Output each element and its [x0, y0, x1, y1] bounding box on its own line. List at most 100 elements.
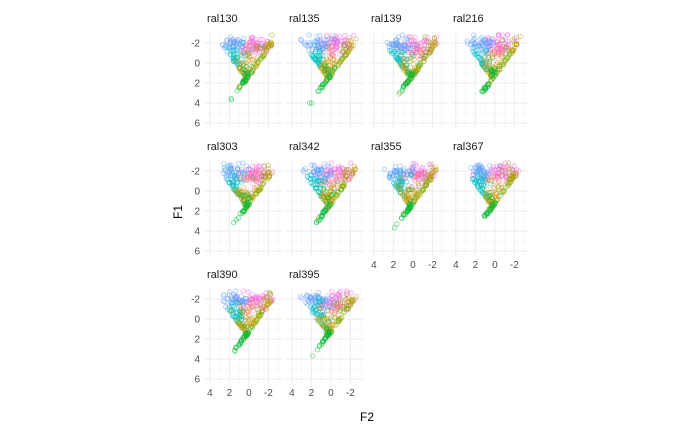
data-point	[321, 186, 327, 192]
data-point	[505, 38, 511, 44]
data-point	[404, 37, 410, 44]
data-point	[265, 165, 271, 171]
data-point	[495, 196, 501, 202]
data-point	[319, 321, 325, 327]
data-point	[236, 161, 242, 167]
data-point	[493, 190, 499, 196]
data-point	[513, 173, 519, 179]
data-point	[488, 36, 495, 42]
data-point	[388, 41, 394, 47]
data-point	[343, 291, 350, 297]
data-point	[250, 57, 256, 63]
data-point	[416, 61, 422, 68]
data-point	[404, 207, 410, 214]
data-point	[236, 342, 242, 348]
data-point	[242, 330, 248, 336]
data-point	[239, 323, 245, 329]
data-point	[253, 176, 259, 182]
data-point	[422, 170, 429, 176]
y-tick-label: 2	[194, 79, 200, 90]
data-point	[414, 194, 420, 200]
data-point	[337, 296, 343, 302]
y-tick-label: 6	[194, 119, 200, 130]
panel-label: ral355	[371, 141, 402, 153]
data-point	[335, 189, 341, 195]
data-point	[318, 190, 324, 196]
data-point	[491, 65, 498, 71]
data-point	[320, 311, 327, 317]
data-point	[344, 288, 350, 294]
data-point	[255, 306, 261, 312]
data-point	[247, 325, 253, 331]
data-point	[424, 44, 431, 51]
panel-label: ral303	[207, 141, 238, 153]
data-point	[494, 70, 500, 76]
data-point	[390, 49, 396, 55]
data-point	[422, 182, 428, 188]
data-point	[427, 174, 433, 181]
data-point	[250, 45, 256, 52]
data-point	[314, 185, 320, 191]
data-point	[229, 181, 235, 187]
data-point	[309, 100, 315, 106]
data-point	[313, 169, 319, 176]
data-point	[245, 49, 251, 56]
data-point	[318, 56, 325, 62]
data-point	[329, 304, 335, 310]
data-point	[314, 347, 321, 353]
data-point	[394, 40, 400, 47]
data-point	[255, 43, 261, 49]
x-tick-label: -2	[264, 388, 273, 399]
data-point	[348, 160, 354, 166]
data-point	[324, 173, 330, 179]
data-point	[241, 169, 247, 175]
data-point	[407, 201, 413, 207]
data-point	[397, 167, 403, 173]
data-point	[256, 185, 262, 191]
data-point	[400, 212, 406, 218]
data-point	[231, 58, 237, 65]
data-point	[506, 166, 512, 172]
data-point	[397, 188, 404, 194]
data-point	[486, 60, 492, 66]
data-point	[267, 290, 273, 296]
y-tick-label: 4	[194, 227, 200, 238]
data-point	[352, 167, 358, 173]
data-point	[308, 162, 315, 168]
panel-ral355: ral355 4 2 0 -2	[369, 141, 447, 271]
data-point	[307, 100, 313, 106]
data-point	[234, 88, 240, 94]
data-point	[419, 174, 425, 180]
data-point	[324, 37, 330, 43]
data-point	[246, 47, 252, 53]
data-point	[306, 32, 312, 38]
data-point	[398, 49, 405, 56]
data-point	[408, 172, 414, 178]
data-point	[487, 56, 493, 63]
data-point	[481, 57, 487, 63]
data-point	[335, 304, 341, 310]
data-point	[317, 178, 323, 184]
data-point	[320, 185, 327, 192]
data-point	[243, 315, 249, 321]
data-point	[400, 191, 406, 197]
data-point	[471, 37, 477, 43]
data-point	[513, 34, 520, 40]
data-point	[246, 195, 252, 202]
data-point	[241, 197, 247, 204]
data-point	[490, 51, 496, 57]
data-point	[416, 171, 422, 177]
data-point	[421, 55, 427, 62]
data-point	[343, 178, 349, 184]
data-point	[331, 36, 337, 43]
x-tick-label: -2	[428, 260, 437, 271]
y-tick-label: -2	[191, 167, 200, 178]
data-point	[510, 47, 517, 53]
data-point	[505, 160, 511, 166]
data-point	[329, 60, 336, 66]
data-point	[325, 171, 331, 177]
data-point	[255, 313, 262, 319]
data-point	[401, 49, 407, 56]
data-point	[408, 186, 414, 193]
